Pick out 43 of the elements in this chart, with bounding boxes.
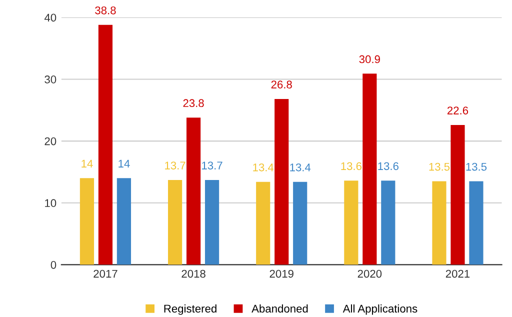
data-label: 13.7 bbox=[202, 162, 222, 170]
legend-label: Abandoned bbox=[252, 304, 308, 313]
y-tick-label: 20 bbox=[44, 137, 56, 146]
x-tick-label: 2017 bbox=[94, 270, 118, 278]
data-label: 26.8 bbox=[271, 80, 292, 88]
bar bbox=[186, 118, 201, 265]
legend-label: All Applications bbox=[342, 304, 418, 315]
bar bbox=[469, 181, 484, 265]
data-label: 13.6 bbox=[378, 162, 398, 170]
data-label: 13.6 bbox=[341, 162, 362, 170]
legend-label: Registered bbox=[164, 304, 216, 315]
bar bbox=[381, 180, 396, 265]
data-label: 14 bbox=[118, 160, 130, 168]
bar bbox=[168, 180, 182, 265]
data-label: 38.8 bbox=[95, 6, 116, 14]
y-tick-label: 30 bbox=[44, 76, 56, 84]
data-label: 13.4 bbox=[253, 163, 274, 172]
bar bbox=[80, 178, 94, 265]
bar bbox=[450, 124, 465, 265]
data-label: 13.4 bbox=[290, 163, 311, 172]
data-label: 13.5 bbox=[466, 162, 487, 171]
bar bbox=[344, 180, 358, 265]
y-tick-label: 40 bbox=[44, 14, 56, 22]
x-tick-label: 2020 bbox=[358, 270, 382, 278]
bar bbox=[293, 182, 308, 265]
y-tick-label: 10 bbox=[45, 199, 56, 208]
data-label: 13.7 bbox=[165, 162, 186, 170]
data-label: 13.5 bbox=[429, 162, 450, 171]
data-label: 30.9 bbox=[359, 55, 380, 64]
data-label: 14 bbox=[82, 160, 93, 168]
bar bbox=[204, 180, 220, 265]
bar bbox=[98, 24, 113, 265]
data-label: 22.6 bbox=[447, 106, 468, 114]
bar bbox=[274, 99, 289, 265]
data-label: 23.8 bbox=[183, 99, 204, 108]
bar bbox=[116, 178, 132, 265]
bar bbox=[256, 182, 270, 265]
y-tick-label: 0 bbox=[50, 260, 56, 269]
x-tick-label: 2019 bbox=[270, 270, 294, 278]
x-tick-label: 2018 bbox=[182, 270, 206, 278]
x-tick-label: 2021 bbox=[446, 270, 470, 278]
bar bbox=[432, 181, 446, 265]
bar bbox=[362, 74, 377, 265]
